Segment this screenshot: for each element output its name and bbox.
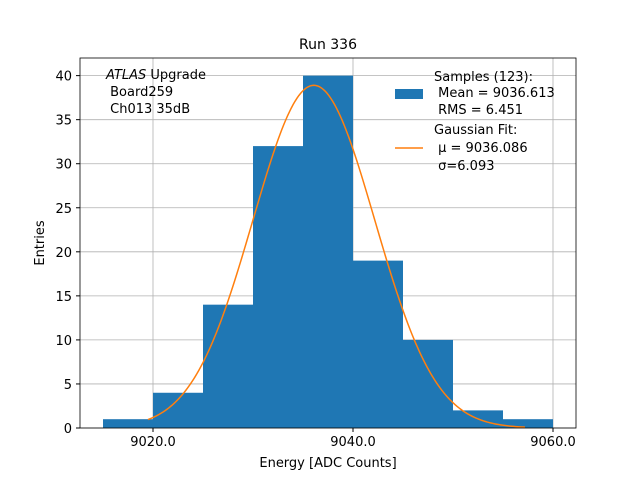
plot-frame [79,57,577,429]
gaussian-fit-line [147,84,526,428]
legend-fit-sigma: σ=6.093 [434,159,494,174]
y-tick-label: 0 [64,422,72,437]
annotation-board: Board259 [106,85,173,100]
legend-fit-mu: μ = 9036.086 [434,141,528,156]
annotation: ATLAS Upgrade Board259 Ch013 35dB [105,68,206,117]
histogram-bar [253,146,303,428]
y-tick-label: 25 [55,202,72,217]
annotation-upgrade: Upgrade [146,68,206,83]
x-axis-ticks: 9020.0 9040.0 9060.0 [130,428,576,450]
chart-title: Run 336 [299,37,357,53]
y-tick-label: 30 [55,158,72,173]
x-tick-label: 9020.0 [130,435,176,450]
legend-fit-title: Gaussian Fit: [434,123,517,138]
legend: Samples (123): Mean = 9036.613 RMS = 6.4… [395,70,555,174]
x-tick-label: 9040.0 [330,435,376,450]
y-tick-label: 40 [55,70,72,85]
x-tick-label: 9060.0 [530,435,576,450]
histogram-bar [103,419,153,428]
histogram-bar [153,392,203,428]
legend-samples-title: Samples (123): [434,70,533,85]
x-axis-label: Energy [ADC Counts] [259,456,396,471]
y-axis-ticks: 0 5 10 15 20 25 30 35 40 [55,70,80,437]
histogram-bar [353,260,403,428]
histogram-bar [203,304,253,428]
annotation-atlas: ATLAS [105,68,146,83]
annotation-channel: Ch013 35dB [106,102,190,117]
svg-text:ATLAS Upgrade: ATLAS Upgrade [105,68,206,83]
histogram-bar [303,75,353,428]
y-axis-label: Entries [33,220,48,266]
histogram-bar [403,339,453,428]
y-tick-label: 10 [55,334,72,349]
y-tick-label: 15 [55,290,72,305]
y-tick-label: 20 [55,246,72,261]
histogram-bars [103,75,553,428]
legend-samples-mean: Mean = 9036.613 [434,86,555,101]
legend-samples-swatch [395,89,423,99]
legend-samples-rms: RMS = 6.451 [434,103,523,118]
histogram-bar [503,419,553,428]
y-tick-label: 35 [55,114,72,129]
y-tick-label: 5 [64,378,72,393]
